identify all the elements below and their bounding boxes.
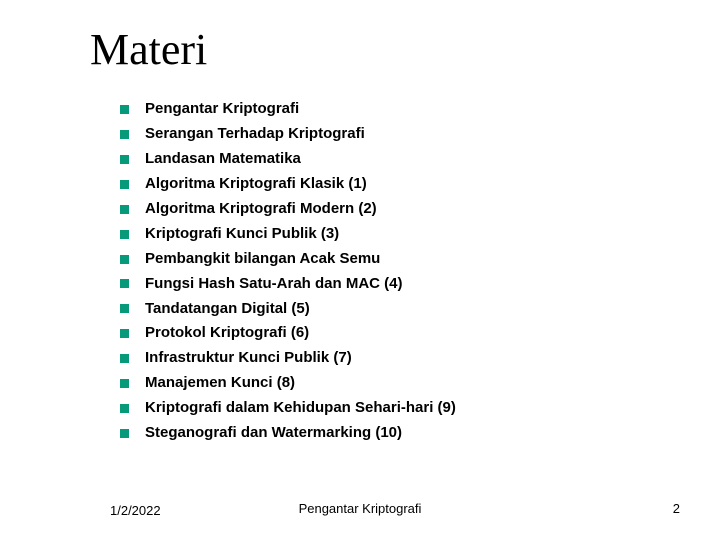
list-item-text: Steganografi dan Watermarking (10) xyxy=(145,424,402,443)
list-item: Protokol Kriptografi (6) xyxy=(120,324,680,343)
square-bullet-icon xyxy=(120,130,129,139)
square-bullet-icon xyxy=(120,404,129,413)
square-bullet-icon xyxy=(120,329,129,338)
square-bullet-icon xyxy=(120,304,129,313)
slide: Materi Pengantar Kriptografi Serangan Ter… xyxy=(0,0,720,540)
square-bullet-icon xyxy=(120,279,129,288)
list-item-text: Pembangkit bilangan Acak Semu xyxy=(145,250,380,269)
list-item-text: Tandatangan Digital (5) xyxy=(145,300,310,319)
list-item: Manajemen Kunci (8) xyxy=(120,374,680,393)
square-bullet-icon xyxy=(120,105,129,114)
list-item-text: Infrastruktur Kunci Publik (7) xyxy=(145,349,352,368)
list-item-text: Protokol Kriptografi (6) xyxy=(145,324,309,343)
square-bullet-icon xyxy=(120,429,129,438)
list-item-text: Kriptografi Kunci Publik (3) xyxy=(145,225,339,244)
footer-title: Pengantar Kriptografi xyxy=(0,501,720,516)
square-bullet-icon xyxy=(120,155,129,164)
square-bullet-icon xyxy=(120,255,129,264)
list-item-text: Fungsi Hash Satu-Arah dan MAC (4) xyxy=(145,275,403,294)
list-item: Pembangkit bilangan Acak Semu xyxy=(120,250,680,269)
list-item: Infrastruktur Kunci Publik (7) xyxy=(120,349,680,368)
slide-title: Materi xyxy=(90,24,207,75)
list-item: Tandatangan Digital (5) xyxy=(120,300,680,319)
list-item: Serangan Terhadap Kriptografi xyxy=(120,125,680,144)
list-item: Algoritma Kriptografi Modern (2) xyxy=(120,200,680,219)
list-item-text: Algoritma Kriptografi Klasik (1) xyxy=(145,175,367,194)
bullet-list: Pengantar Kriptografi Serangan Terhadap K… xyxy=(120,100,680,449)
list-item-text: Kriptografi dalam Kehidupan Sehari-hari … xyxy=(145,399,456,418)
list-item: Pengantar Kriptografi xyxy=(120,100,680,119)
list-item: Steganografi dan Watermarking (10) xyxy=(120,424,680,443)
list-item-text: Landasan Matematika xyxy=(145,150,301,169)
square-bullet-icon xyxy=(120,230,129,239)
square-bullet-icon xyxy=(120,180,129,189)
square-bullet-icon xyxy=(120,354,129,363)
list-item-text: Pengantar Kriptografi xyxy=(145,100,299,119)
square-bullet-icon xyxy=(120,379,129,388)
list-item: Landasan Matematika xyxy=(120,150,680,169)
square-bullet-icon xyxy=(120,205,129,214)
list-item: Kriptografi dalam Kehidupan Sehari-hari … xyxy=(120,399,680,418)
footer-page-number: 2 xyxy=(673,501,680,516)
list-item: Algoritma Kriptografi Klasik (1) xyxy=(120,175,680,194)
list-item-text: Algoritma Kriptografi Modern (2) xyxy=(145,200,377,219)
list-item-text: Manajemen Kunci (8) xyxy=(145,374,295,393)
list-item: Kriptografi Kunci Publik (3) xyxy=(120,225,680,244)
list-item: Fungsi Hash Satu-Arah dan MAC (4) xyxy=(120,275,680,294)
list-item-text: Serangan Terhadap Kriptografi xyxy=(145,125,365,144)
